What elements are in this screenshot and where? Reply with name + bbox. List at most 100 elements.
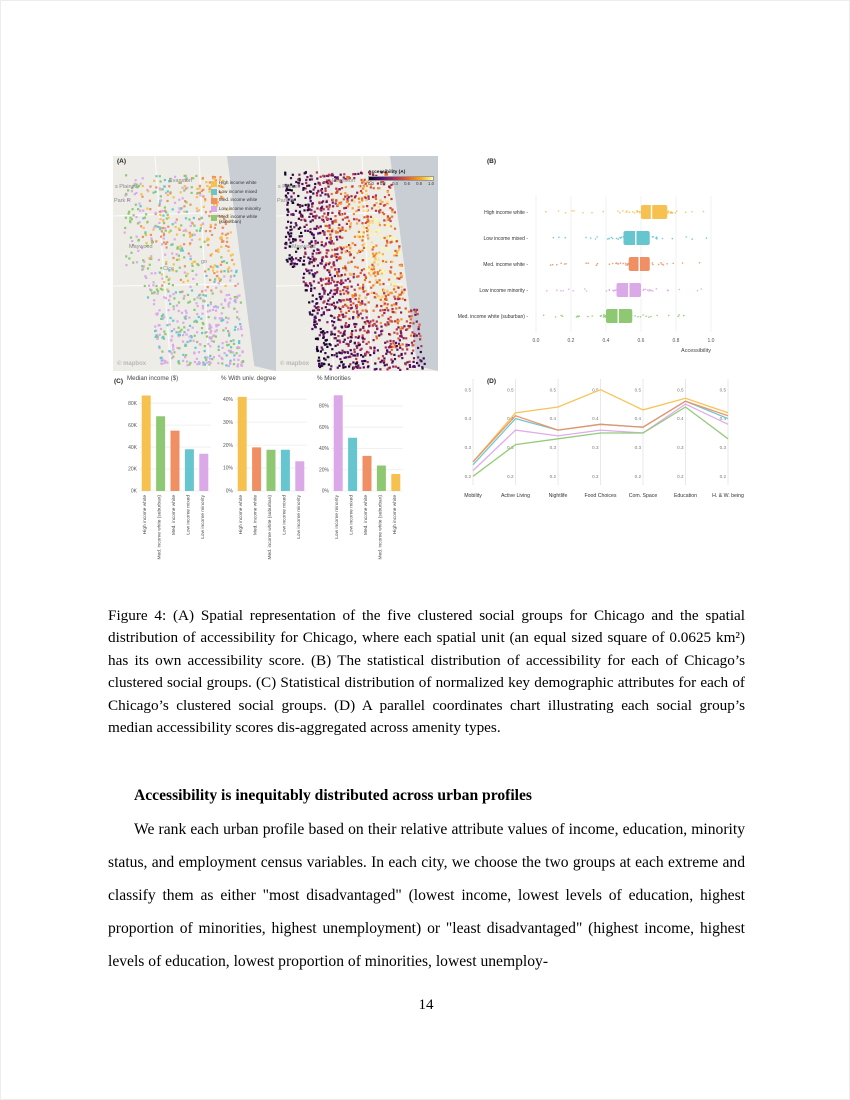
svg-text:0.2: 0.2 bbox=[592, 474, 599, 479]
svg-text:0.5: 0.5 bbox=[507, 387, 514, 392]
map-place-label: Park R bbox=[114, 198, 131, 204]
svg-text:0.5: 0.5 bbox=[635, 387, 642, 392]
colorbar-tick: 0.2 bbox=[380, 181, 386, 186]
svg-text:0.3: 0.3 bbox=[720, 445, 727, 450]
svg-text:0.6: 0.6 bbox=[638, 338, 645, 344]
svg-text:Med. income white (suburban) -: Med. income white (suburban) - bbox=[458, 314, 529, 320]
svg-text:30%: 30% bbox=[223, 420, 234, 426]
svg-text:0.4: 0.4 bbox=[603, 338, 610, 344]
map-place-label: Cice bbox=[163, 266, 175, 272]
legend-swatch bbox=[211, 189, 217, 195]
bar bbox=[362, 455, 372, 491]
barchart-univ-degree-title: % With univ. degree bbox=[221, 375, 276, 382]
svg-text:60K: 60K bbox=[128, 423, 138, 429]
legend-item: Med. income white bbox=[211, 197, 273, 204]
svg-text:Nightlife: Nightlife bbox=[549, 493, 568, 499]
svg-text:0.4: 0.4 bbox=[677, 416, 684, 421]
svg-text:0.4: 0.4 bbox=[550, 416, 557, 421]
svg-text:20%: 20% bbox=[223, 443, 234, 449]
map-place-label: s Plaines bbox=[115, 184, 138, 190]
svg-text:Med. income white (suburban): Med. income white (suburban) bbox=[377, 495, 383, 560]
map-place-label: s Plaines bbox=[278, 184, 301, 190]
svg-text:0K: 0K bbox=[131, 489, 138, 495]
svg-text:Low income mixed: Low income mixed bbox=[185, 495, 191, 535]
barchart-median-income-canvas: 0K 20K 40K 60K 80K High income white Med. inco… bbox=[128, 395, 211, 560]
map-place-label: go bbox=[201, 259, 208, 265]
svg-text:0.4: 0.4 bbox=[635, 416, 642, 421]
svg-text:High income white: High income white bbox=[142, 495, 148, 535]
bar bbox=[391, 474, 401, 491]
bar bbox=[199, 453, 209, 491]
map-social-groups: High income white Low income mixed Med. in… bbox=[113, 156, 276, 371]
bar bbox=[141, 395, 151, 491]
svg-text:High income white -: High income white - bbox=[484, 210, 528, 216]
svg-text:Mobility: Mobility bbox=[464, 493, 482, 499]
legend-swatch bbox=[211, 180, 217, 187]
svg-text:Education: Education bbox=[674, 493, 697, 499]
colorbar-ticks: 0.0 0.2 0.4 0.6 0.8 1.0 bbox=[368, 181, 434, 186]
svg-text:0.0: 0.0 bbox=[533, 338, 540, 344]
svg-text:40K: 40K bbox=[128, 445, 138, 451]
svg-text:0.8: 0.8 bbox=[673, 338, 680, 344]
colorbar-tick: 1.0 bbox=[428, 181, 434, 186]
panel-a-label: (A) bbox=[117, 158, 127, 165]
svg-text:0%: 0% bbox=[226, 489, 234, 495]
series-line bbox=[472, 406, 729, 477]
svg-text:60%: 60% bbox=[319, 425, 330, 431]
body-paragraph: We rank each urban profile based on thei… bbox=[108, 821, 745, 970]
bar bbox=[266, 449, 276, 491]
svg-text:0.5: 0.5 bbox=[592, 387, 599, 392]
svg-text:Food Choices: Food Choices bbox=[584, 493, 616, 499]
svg-text:0.2: 0.2 bbox=[550, 474, 557, 479]
svg-text:0.2: 0.2 bbox=[568, 338, 575, 344]
map-place-label: Park R bbox=[277, 198, 294, 204]
barchart-minorities: % Minorities 0% 20% 40% 60% 80% Low income mi… bbox=[305, 375, 405, 590]
box bbox=[606, 309, 633, 323]
map-legend: High income white Low income mixed Med. in… bbox=[211, 180, 273, 226]
section-heading: Accessibility is inequitably distributed… bbox=[134, 787, 532, 804]
svg-text:Low income mixed -: Low income mixed - bbox=[484, 236, 529, 242]
bar bbox=[280, 449, 290, 491]
svg-text:0.5: 0.5 bbox=[720, 387, 727, 392]
colorbar-gradient bbox=[368, 176, 434, 181]
bar bbox=[348, 437, 358, 491]
map-accessibility: Accessibility (A) 0.0 0.2 0.4 0.6 0.8 1.0 © m… bbox=[276, 156, 438, 371]
svg-text:Med. income white: Med. income white bbox=[363, 495, 369, 535]
legend-item: High income white bbox=[211, 180, 273, 187]
svg-text:0.5: 0.5 bbox=[550, 387, 557, 392]
series-line bbox=[472, 388, 729, 463]
svg-text:40%: 40% bbox=[319, 446, 330, 452]
svg-text:0.5: 0.5 bbox=[465, 387, 472, 392]
svg-text:0.3: 0.3 bbox=[592, 445, 599, 450]
svg-text:80K: 80K bbox=[128, 401, 138, 407]
bar bbox=[184, 449, 194, 491]
bar bbox=[252, 447, 262, 491]
map-place-label: Maywood bbox=[129, 244, 153, 250]
svg-text:H. & W. being: H. & W. being bbox=[712, 493, 744, 499]
page-number: 14 bbox=[418, 997, 434, 1013]
svg-text:Low income minority: Low income minority bbox=[334, 494, 340, 538]
svg-text:High income white: High income white bbox=[238, 495, 244, 535]
svg-text:0%: 0% bbox=[322, 489, 330, 495]
figure-caption: Figure 4: (A) Spatial representation of … bbox=[108, 607, 745, 737]
mapbox-watermark-left: © mapbox bbox=[117, 361, 147, 367]
svg-text:0.4: 0.4 bbox=[465, 416, 472, 421]
legend-label: Med. income white bbox=[219, 197, 258, 202]
svg-text:Accessibility: Accessibility bbox=[681, 348, 711, 354]
svg-text:Active Living: Active Living bbox=[501, 493, 530, 499]
svg-text:80%: 80% bbox=[319, 404, 330, 410]
legend-swatch bbox=[211, 214, 217, 221]
bar bbox=[376, 465, 386, 491]
legend-swatch bbox=[211, 197, 217, 204]
barchart-median-income-title: Median income ($) bbox=[127, 375, 179, 382]
svg-text:0.2: 0.2 bbox=[465, 474, 472, 479]
map-place-label: Maywood bbox=[292, 244, 316, 250]
svg-text:0.3: 0.3 bbox=[635, 445, 642, 450]
svg-text:0.3: 0.3 bbox=[465, 445, 472, 450]
svg-text:0.2: 0.2 bbox=[720, 474, 727, 479]
legend-label: Low income mixed bbox=[219, 188, 258, 194]
svg-text:Com. Space: Com. Space bbox=[629, 493, 658, 499]
barchart-minorities-title: % Minorities bbox=[317, 375, 351, 382]
series-line bbox=[472, 403, 729, 472]
